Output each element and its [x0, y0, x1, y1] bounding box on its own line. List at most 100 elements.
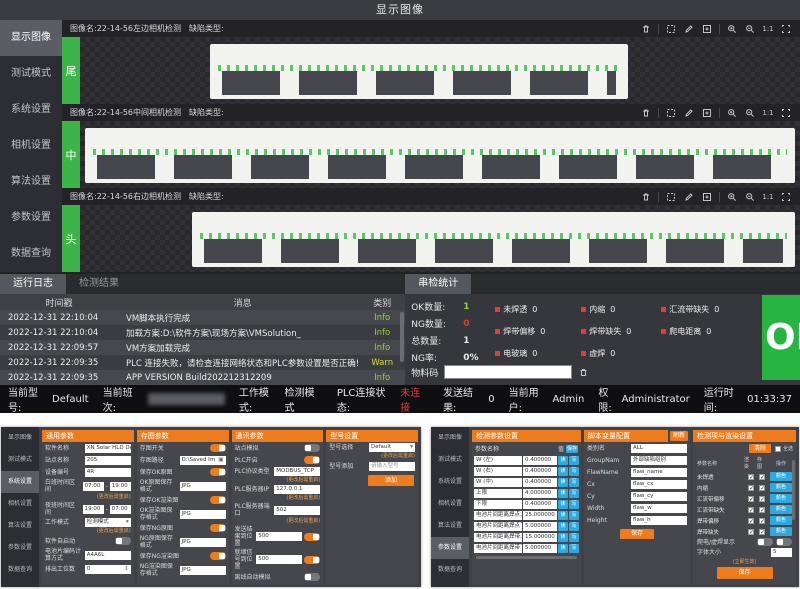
field-input[interactable]: flaw_cy — [631, 491, 687, 501]
write-button[interactable]: 写 — [569, 456, 579, 465]
param-name-input[interactable]: 下限 — [474, 500, 522, 509]
field-input[interactable]: JPG — [179, 565, 226, 575]
toggle-switch[interactable] — [209, 444, 226, 452]
color-button[interactable]: 颜色 — [770, 527, 792, 536]
field-input[interactable]: MODBUS_TCP — [274, 467, 321, 476]
log-row[interactable]: 2022-12-31 22:09:35 PLC 连接失败，请检查连接网络状态和P… — [0, 355, 406, 370]
read-button[interactable]: 读 — [558, 511, 568, 520]
select-all-checkbox[interactable] — [774, 445, 781, 452]
delete-icon[interactable] — [640, 23, 652, 35]
field-input[interactable]: ALL — [631, 443, 687, 453]
add-region-icon[interactable] — [701, 23, 713, 35]
toggle-switch[interactable] — [209, 524, 226, 532]
sidebar-item[interactable]: 系统设置 — [11, 104, 51, 115]
creepage-toggle-2[interactable] — [776, 538, 792, 546]
field-input[interactable]: 205 — [84, 455, 131, 465]
clear-material-icon[interactable] — [578, 367, 589, 378]
write-button[interactable]: 写 — [569, 522, 579, 531]
write-button[interactable]: 写 — [569, 489, 579, 498]
script-save-button[interactable]: 保存 — [620, 529, 654, 539]
sidebar-item[interactable]: 显示图像 — [7, 434, 32, 441]
log-tab[interactable]: 运行日志 — [0, 274, 66, 294]
color-button[interactable]: 颜色 — [770, 472, 792, 481]
model-select[interactable]: Default — [369, 443, 415, 452]
field-input[interactable]: 500 — [256, 532, 303, 541]
color-button[interactable]: 颜色 — [770, 494, 792, 503]
write-button[interactable]: 写 — [569, 478, 579, 487]
zoom-in-icon[interactable] — [726, 107, 738, 119]
field-input[interactable]: flaw_w — [631, 503, 687, 513]
zoom-in-icon[interactable] — [726, 191, 738, 203]
zoom-in-icon[interactable] — [726, 23, 738, 35]
param-name-input[interactable]: W (右) — [474, 467, 522, 476]
range-to-input[interactable]: 19:00 — [109, 481, 131, 491]
delete-icon[interactable] — [640, 107, 652, 119]
toggle-switch[interactable] — [114, 537, 131, 545]
inspection-image[interactable] — [80, 121, 800, 188]
range-to-input[interactable]: 07:00 — [109, 504, 131, 514]
write-button[interactable]: 写 — [569, 544, 579, 553]
param-value-input[interactable]: 15.000000 — [523, 533, 557, 542]
add-region-icon[interactable] — [701, 107, 713, 119]
toggle-switch[interactable] — [209, 496, 226, 504]
select-region-icon[interactable] — [665, 23, 677, 35]
save-checkbox[interactable] — [759, 484, 765, 492]
param-name-input[interactable]: 电池片间距离焊带下限 — [474, 544, 522, 553]
material-code-input[interactable] — [444, 365, 573, 379]
sidebar-item[interactable]: 测试模式 — [11, 68, 51, 79]
read-button[interactable]: 读 — [558, 489, 568, 498]
inspection-image[interactable] — [80, 37, 800, 104]
sidebar-item[interactable]: 参数设置 — [7, 544, 32, 551]
toggle-switch[interactable] — [304, 555, 321, 564]
read-button[interactable]: 读 — [558, 478, 568, 487]
detect-hscrollbar[interactable] — [476, 556, 577, 559]
draw-icon[interactable] — [683, 191, 695, 203]
field-input[interactable]: flaw_name — [631, 467, 687, 477]
read-button[interactable]: 读 — [558, 467, 568, 476]
field-input[interactable]: A4A6L — [84, 550, 131, 560]
field-input[interactable]: 0 — [84, 564, 131, 574]
sidebar-item[interactable]: 算法设置 — [7, 522, 32, 529]
field-input[interactable]: XN Solar HLD Det — [84, 443, 131, 453]
fit-view-icon[interactable] — [780, 107, 792, 119]
param-value-input[interactable]: 4.000000 — [523, 489, 557, 498]
param-name-input[interactable]: 电池片间距离焊带上限 — [474, 533, 522, 542]
write-button[interactable]: 写 — [569, 533, 579, 542]
param-value-input[interactable]: 0.400000 — [523, 500, 557, 509]
zoom-out-icon[interactable] — [744, 23, 756, 35]
log-row[interactable]: 2022-12-31 22:10:04 加载方案:D:\软件方案\现场方案\VM… — [0, 325, 406, 340]
refresh-button[interactable]: 刷新 — [669, 431, 688, 441]
field-input[interactable]: 检测模式 — [84, 518, 131, 527]
sidebar-item[interactable]: 测试模式 — [7, 456, 32, 463]
read-button[interactable]: 读 — [558, 456, 568, 465]
render-checkbox[interactable] — [748, 506, 754, 514]
param-name-input[interactable]: W (中) — [474, 478, 522, 487]
sidebar-item[interactable]: 参数设置 — [11, 212, 51, 223]
sidebar-item[interactable]: 相机设置 — [11, 140, 51, 151]
add-region-icon[interactable] — [701, 191, 713, 203]
log-row[interactable]: 2022-12-31 22:09:57 VM方案加载完成 Info — [0, 340, 406, 355]
toggle-switch[interactable] — [209, 468, 226, 476]
sidebar-item[interactable]: 显示图像 — [0, 20, 62, 56]
save-all-button[interactable]: 保存 — [565, 444, 578, 453]
toggle-switch[interactable] — [209, 552, 226, 560]
color-button[interactable]: 颜色 — [770, 516, 792, 525]
render-checkbox[interactable] — [748, 473, 754, 481]
render-checkbox[interactable] — [748, 484, 754, 492]
render-checkbox[interactable] — [748, 528, 754, 536]
select-region-icon[interactable] — [665, 107, 677, 119]
render-checkbox[interactable] — [748, 517, 754, 525]
render-save-button[interactable]: 保存 — [716, 567, 773, 579]
sidebar-item[interactable]: 相机设置 — [7, 500, 32, 507]
color-button[interactable]: 颜色 — [770, 483, 792, 492]
font-size-input[interactable]: 5 — [771, 548, 792, 557]
field-input[interactable]: 500 — [256, 555, 303, 564]
field-input[interactable]: flaw_h — [631, 515, 687, 525]
log-scrollbar[interactable] — [400, 312, 405, 362]
sidebar-item[interactable]: 显示图像 — [437, 434, 462, 441]
param-name-input[interactable]: 电池片间距离焊点下限 — [474, 522, 522, 531]
toggle-switch[interactable] — [304, 456, 321, 464]
stats-tab[interactable]: 串检统计 — [405, 274, 472, 294]
model-add-input[interactable]: 请输入型号 — [369, 461, 415, 471]
param-value-input[interactable]: 0.400000 — [523, 467, 557, 476]
